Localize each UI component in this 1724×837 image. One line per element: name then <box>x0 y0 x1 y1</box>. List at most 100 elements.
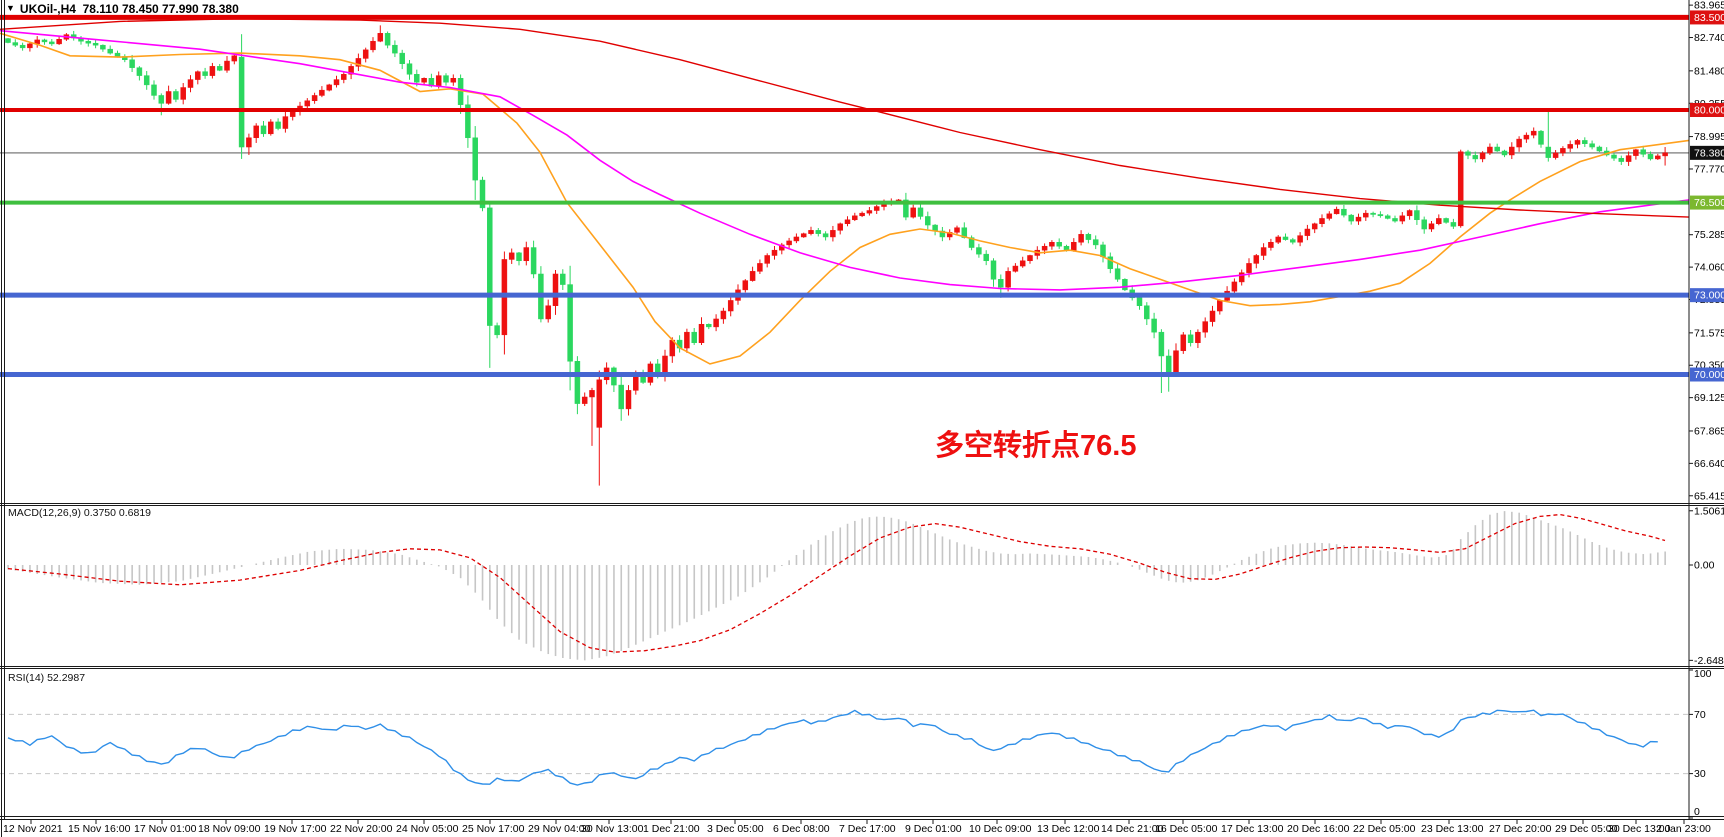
macd-histogram-bar <box>401 554 404 565</box>
macd-histogram-bar <box>1576 535 1579 565</box>
macd-histogram-bar <box>613 565 615 654</box>
candle-body <box>815 230 822 234</box>
macd-panel <box>7 511 1666 661</box>
macd-histogram-bar <box>591 565 593 660</box>
candle-body <box>209 66 216 76</box>
macd-histogram-bar <box>1657 552 1659 565</box>
chart-annotation-text[interactable]: 多空转折点76.5 <box>935 430 1137 462</box>
macd-histogram-bar <box>145 565 148 585</box>
macd-histogram-bar <box>1365 548 1367 565</box>
candle-body <box>56 38 62 45</box>
candle-body <box>1195 331 1201 344</box>
macd-histogram-bar <box>1532 517 1535 565</box>
time-axis-label: 30 Dec 13:00 <box>1608 823 1671 835</box>
price-badge-73.000: 73.000 <box>1690 288 1724 303</box>
candle-body <box>581 396 588 404</box>
macd-histogram-bar <box>467 565 469 586</box>
macd-histogram-bar <box>671 565 674 629</box>
candle-body <box>92 42 99 46</box>
candle-body <box>1596 146 1603 152</box>
macd-histogram-bar <box>817 539 820 565</box>
macd-histogram-bar <box>189 565 192 579</box>
macd-histogram-bar <box>437 565 440 567</box>
macd-histogram-bar <box>416 559 418 565</box>
time-axis-label: 12 Nov 2021 <box>3 823 63 835</box>
macd-histogram-bar <box>635 565 637 645</box>
macd-histogram-bar <box>80 565 82 581</box>
macd-histogram-bar <box>503 565 506 627</box>
macd-histogram-bar <box>525 565 528 644</box>
time-axis-label: 25 Nov 17:00 <box>462 823 525 835</box>
candle-body <box>341 74 347 80</box>
macd-histogram-bar <box>1554 525 1557 565</box>
macd-histogram-bar <box>1131 565 1134 568</box>
candle-body <box>1640 149 1646 155</box>
macd-histogram-bar <box>854 520 856 565</box>
macd-histogram-bar <box>649 565 652 639</box>
candle-body <box>516 252 522 262</box>
macd-histogram-bar <box>182 565 185 581</box>
macd-histogram-bar <box>1160 565 1163 579</box>
macd-histogram-bar <box>445 565 447 571</box>
candle-body <box>859 212 865 217</box>
macd-histogram-bar <box>1394 552 1396 565</box>
macd-histogram-bar <box>722 565 725 604</box>
candle-body <box>552 273 559 306</box>
rsi-axis-label: 0 <box>1694 806 1700 818</box>
candle-body <box>472 137 478 181</box>
candle-body <box>494 325 500 336</box>
symbol-dropdown-icon[interactable]: ▼ <box>6 3 15 13</box>
candle-body <box>1443 218 1449 223</box>
macd-histogram-bar <box>788 560 790 565</box>
candle-body <box>1019 260 1026 267</box>
macd-histogram-bar <box>948 539 951 565</box>
macd-histogram-bar <box>408 557 411 565</box>
macd-histogram-bar <box>562 565 564 659</box>
price-badge-70.000: 70.000 <box>1690 367 1724 382</box>
macd-histogram-bar <box>912 523 915 565</box>
candle-body <box>939 230 946 238</box>
macd-histogram-bar <box>29 565 31 573</box>
candle-body <box>151 84 157 96</box>
macd-histogram-bar <box>284 556 287 565</box>
candle-body <box>800 233 807 238</box>
macd-histogram-bar <box>1496 512 1499 565</box>
candle-body <box>1384 215 1391 219</box>
macd-histogram-bar <box>1029 553 1031 565</box>
macd-histogram-bar <box>1357 547 1360 565</box>
candle-body <box>1202 321 1208 333</box>
candle-body <box>508 252 515 260</box>
candle-body <box>19 44 26 49</box>
candle-body <box>925 216 931 226</box>
badge-bg <box>1690 10 1724 25</box>
macd-histogram-bar <box>1197 565 1199 581</box>
macd-histogram-bar <box>1284 545 1287 565</box>
macd-histogram-bar <box>1408 554 1411 565</box>
macd-histogram-bar <box>547 565 550 655</box>
badge-bg <box>1690 288 1724 303</box>
macd-histogram-bar <box>1094 558 1097 565</box>
badge-label: 78.380 <box>1694 147 1724 159</box>
macd-histogram-bar <box>905 521 907 565</box>
candle-body <box>1348 214 1354 222</box>
candle-body <box>1414 210 1420 221</box>
candle-body <box>450 78 457 83</box>
candle-body <box>1633 149 1639 156</box>
candle-body <box>1487 146 1493 154</box>
macd-histogram-bar <box>328 549 331 565</box>
candle-body <box>793 236 800 242</box>
candle-body <box>1297 235 1303 243</box>
candle-body <box>5 38 11 43</box>
candle-body <box>1516 138 1522 148</box>
candle-body <box>311 95 318 101</box>
macd-histogram-bar <box>1306 543 1309 565</box>
macd-histogram-bar <box>1226 565 1228 568</box>
macd-histogram-bar <box>175 565 177 582</box>
macd-histogram-bar <box>299 553 301 565</box>
macd-histogram-bar <box>576 565 579 660</box>
macd-histogram-bar <box>343 548 345 565</box>
candle-body <box>523 247 530 262</box>
macd-histogram-bar <box>233 565 236 569</box>
macd-histogram-bar <box>218 565 221 573</box>
